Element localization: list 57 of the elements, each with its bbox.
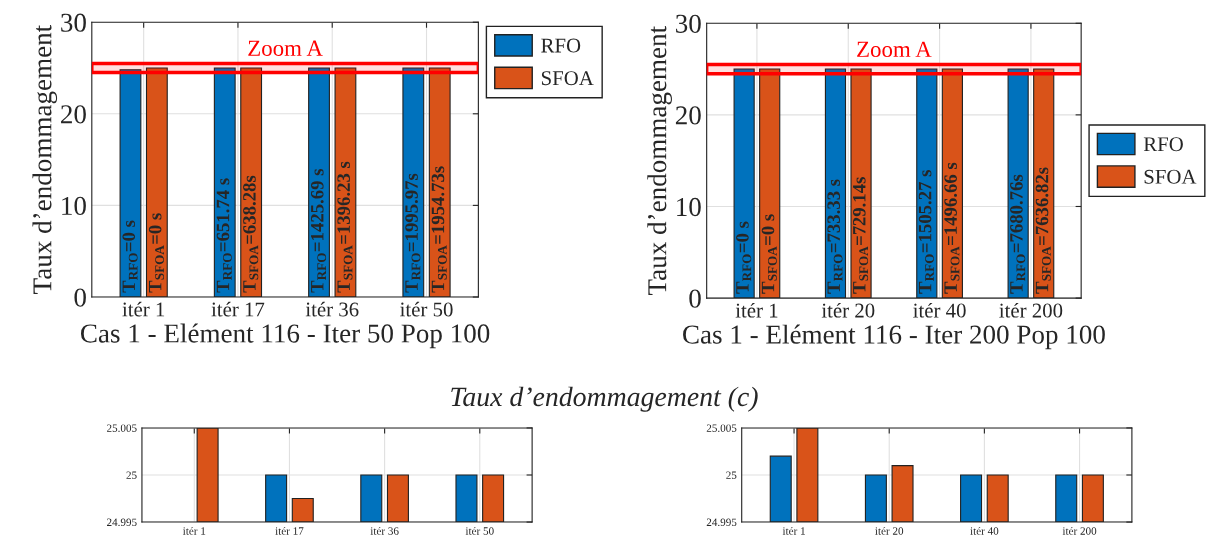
x-tick-label: itér 1 bbox=[182, 526, 206, 535]
x-tick-label: itér 17 bbox=[211, 301, 265, 317]
annotation: T$_{SFOA}$=638.28s bbox=[243, 175, 259, 293]
x-tick-label: itér 1 bbox=[735, 302, 778, 318]
text: Taux d’endommagement (c) bbox=[451, 386, 758, 412]
annotation: T$_{SFOA}$=0 s bbox=[148, 213, 164, 293]
y-tick-label: 20 bbox=[61, 105, 86, 124]
y-tick-label: 30 bbox=[676, 14, 701, 33]
y-tick-label: 10 bbox=[62, 196, 86, 216]
y-tick-label: 24.995 bbox=[107, 518, 137, 527]
x-tick-label: itér 40 bbox=[970, 526, 999, 535]
annotation: T$_{SFOA}$=1954.73s bbox=[431, 166, 447, 293]
legend-label: SFOA bbox=[1144, 169, 1197, 184]
annotation: T$_{SFOA}$=1396.23 s bbox=[337, 161, 353, 293]
x-tick-label: itér 200 bbox=[999, 302, 1063, 318]
annotation: T$_{RFO}$=733.33 s bbox=[827, 179, 843, 294]
annotation: T$_{RFO}$=1505.27 s bbox=[918, 170, 934, 294]
y-tick-label: 20 bbox=[675, 106, 701, 125]
y-axis-title: Taux d’endommagement bbox=[647, 26, 672, 295]
annotation: T$_{RFO}$=1995.97s bbox=[405, 173, 421, 293]
annotation: T$_{RFO}$=0 s bbox=[736, 221, 752, 294]
y-tick-label: 24.995 bbox=[706, 518, 737, 527]
x-axis-title: Cas 1 - Elément 116 - Iter 50 Pop 100 bbox=[80, 323, 490, 349]
annotation: T$_{RFO}$=651.74 s bbox=[216, 178, 232, 293]
x-tick-label: itér 50 bbox=[400, 301, 453, 317]
band-label: Zoom A bbox=[857, 41, 932, 58]
x-tick-label: itér 200 bbox=[1062, 526, 1097, 535]
y-axis-title: Taux d’endommagement bbox=[32, 24, 58, 294]
annotation: T$_{SFOA}$=0 s bbox=[761, 214, 777, 294]
x-tick-label: itér 1 bbox=[122, 301, 165, 317]
annotation: T$_{SFOA}$=7636.82s bbox=[1035, 167, 1051, 294]
annotation: T$_{RFO}$=7680.76s bbox=[1010, 174, 1026, 294]
annotation: T$_{RFO}$=1425.69 s bbox=[310, 168, 327, 293]
y-tick-label: 0 bbox=[689, 289, 701, 308]
legend-label: RFO bbox=[1143, 137, 1183, 152]
x-tick-label: itér 20 bbox=[821, 302, 875, 318]
y-tick-label: 25 bbox=[126, 471, 137, 479]
x-tick-label: itér 50 bbox=[465, 526, 494, 535]
x-tick-label: itér 1 bbox=[782, 526, 805, 535]
y-tick-label: 0 bbox=[74, 288, 86, 307]
y-tick-label: 10 bbox=[677, 197, 701, 217]
x-tick-label: itér 20 bbox=[875, 526, 904, 535]
y-tick-label: 25 bbox=[726, 471, 737, 479]
x-tick-label: itér 40 bbox=[913, 302, 966, 318]
x-tick-label: itér 17 bbox=[275, 526, 304, 535]
x-tick-label: itér 36 bbox=[370, 526, 399, 535]
x-axis-title: Cas 1 - Elément 116 - Iter 200 Pop 100 bbox=[683, 324, 1105, 350]
annotation: T$_{SFOA}$=729.14s bbox=[852, 177, 869, 294]
y-tick-label: 30 bbox=[61, 13, 86, 32]
legend-label: SFOA bbox=[541, 71, 594, 86]
legend-label: RFO bbox=[541, 38, 581, 53]
y-tick-label: 25.005 bbox=[706, 424, 737, 432]
x-tick-label: itér 36 bbox=[305, 301, 359, 317]
annotation: T$_{SFOA}$=1496.66 s bbox=[944, 162, 960, 294]
band-label: Zoom A bbox=[248, 40, 323, 56]
y-tick-label: 25.005 bbox=[107, 424, 137, 432]
annotation: T$_{RFO}$=0 s bbox=[122, 220, 138, 293]
